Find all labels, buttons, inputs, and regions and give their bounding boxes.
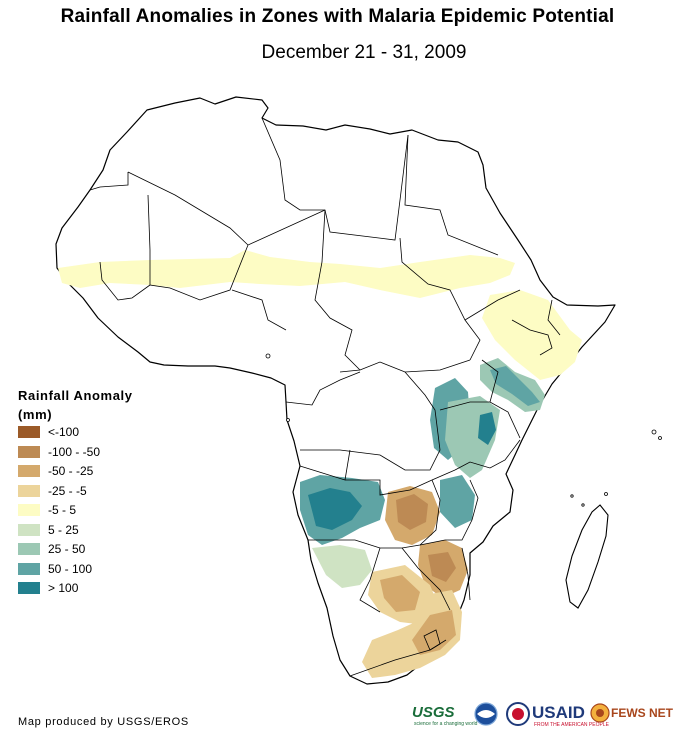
legend-item: -5 - 5 [18,502,133,522]
legend: Rainfall Anomaly (mm) <-100 -100 - -50 -50… [18,386,133,600]
legend-label: -100 - -50 [48,444,101,459]
agency-logos: USGS science for a changing world USAID … [412,700,674,728]
legend-units: (mm) [18,407,53,422]
legend-item: -50 - -25 [18,463,133,483]
usgs-tagline: science for a changing world [414,721,478,727]
legend-item: 25 - 50 [18,541,133,561]
usaid-logo: USAID [532,703,585,722]
rainfall-anomaly-zones [58,250,582,678]
legend-item: 5 - 25 [18,522,133,542]
angola-very-wet-zone [308,488,362,530]
zambia-east-wet-zone [440,475,475,528]
africa-continent-outline [55,96,616,685]
legend-swatch [18,543,40,555]
legend-swatch [18,484,40,497]
map-credit: Map produced by USGS/EROS [18,716,189,728]
usaid-tagline: FROM THE AMERICAN PEOPLE [534,722,609,728]
legend-item: -100 - -50 [18,444,133,464]
legend-swatch [18,523,40,536]
map-date-range: December 21 - 31, 2009 [261,42,467,63]
botswana-moderate-dry-zone [380,575,420,612]
legend-swatch [18,504,40,516]
tanzania-very-wet-zone [478,412,496,445]
madagascar-outline [565,504,609,609]
legend-title: Rainfall Anomaly [18,388,133,403]
fewsnet-icon [590,703,610,723]
legend-label: <-100 [48,425,80,439]
south-africa-dry-zone [362,590,462,678]
legend-swatch [18,562,40,575]
fewsnet-logo: FEWS NET [611,706,673,720]
legend-swatch [18,582,40,594]
zambia-very-dry-zone [396,494,428,530]
legend-label: 5 - 25 [48,522,79,537]
legend-label: > 100 [48,581,79,595]
usaid-seal-icon [506,702,530,726]
country-borders [89,117,561,677]
zimbabwe-very-dry-zone [428,552,456,582]
legend-swatch [18,445,40,458]
legend-item: > 100 [18,580,133,600]
usgs-logo: USGS [412,704,455,721]
legend-item: 50 - 100 [18,561,133,581]
legend-label: -50 - -25 [48,464,94,478]
legend-swatch [18,465,40,477]
south-africa-moderate-dry-zone [412,610,456,655]
legend-items: <-100 -100 - -50 -50 - -25 -25 - -5 -5 - 5 5 … [18,424,133,600]
horn-near-normal-zone [482,290,582,380]
legend-swatch [18,426,40,438]
sahel-near-normal-zone [58,250,515,298]
legend-label: -5 - 5 [48,503,77,517]
legend-label: -25 - -5 [48,483,87,498]
legend-label: 50 - 100 [48,561,93,576]
map-title: Rainfall Anomalies in Zones with Malaria… [60,6,615,27]
legend-item: <-100 [18,424,133,444]
legend-label: 25 - 50 [48,542,86,556]
legend-item: -25 - -5 [18,483,133,503]
noaa-seal-icon [474,702,498,726]
island-outlines [265,353,662,507]
east-africa-very-wet-zone [490,366,540,406]
namibia-moderate-zone [312,545,372,588]
